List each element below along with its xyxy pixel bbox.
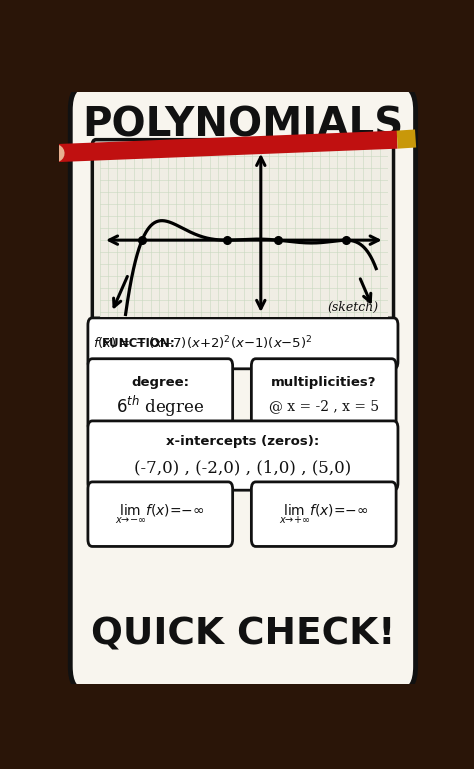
FancyBboxPatch shape [88,482,233,547]
Text: $6^{th}$ degree: $6^{th}$ degree [116,394,204,419]
Text: @ x = -2 , x = 5: @ x = -2 , x = 5 [269,399,379,414]
Text: $f(x) = -(x{+}7)(x{+}2)^2(x{-}1)(x{-}5)^2$: $f(x) = -(x{+}7)(x{+}2)^2(x{-}1)(x{-}5)^… [93,335,312,352]
Text: (-7,0) , (-2,0) , (1,0) , (5,0): (-7,0) , (-2,0) , (1,0) , (5,0) [134,459,352,476]
FancyBboxPatch shape [251,482,396,547]
FancyBboxPatch shape [88,358,233,431]
Text: POLYNOMIALS: POLYNOMIALS [82,105,403,145]
Text: degree:: degree: [131,375,189,388]
Text: QUICK CHECK!: QUICK CHECK! [91,616,395,652]
Text: $\lim_{x \to +\infty} f(x) = -\infty$: $\lim_{x \to +\infty} f(x) = -\infty$ [279,502,369,526]
FancyBboxPatch shape [92,140,393,326]
FancyBboxPatch shape [88,421,398,490]
Text: x-intercepts (zeros):: x-intercepts (zeros): [166,435,319,448]
Text: FUNCTION:: FUNCTION: [101,337,175,350]
FancyBboxPatch shape [88,318,398,369]
Text: multiplicities?: multiplicities? [271,375,376,388]
Text: $\lim_{x \to -\infty} f(x) = -\infty$: $\lim_{x \to -\infty} f(x) = -\infty$ [116,503,205,526]
FancyBboxPatch shape [70,86,416,691]
Text: (sketch): (sketch) [328,301,379,315]
FancyBboxPatch shape [251,358,396,431]
